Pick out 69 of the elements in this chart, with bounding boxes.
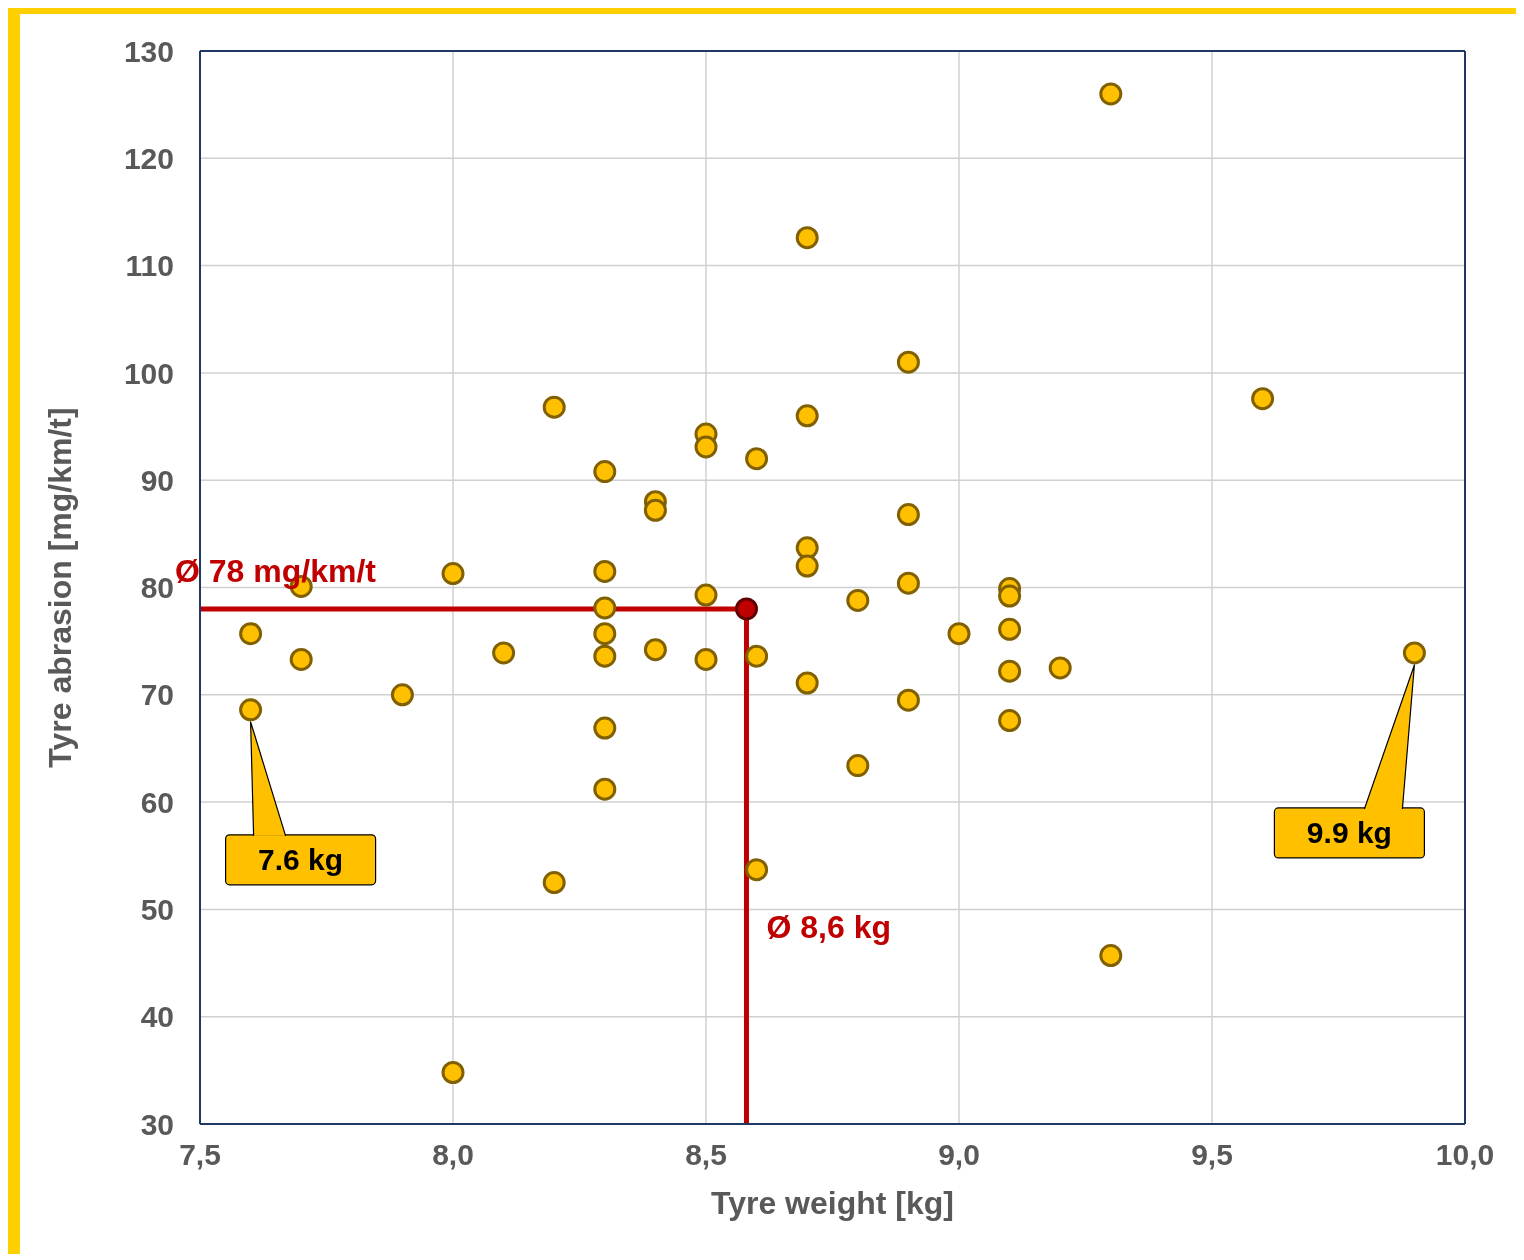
annotation: 9.9 kg [1306,815,1392,849]
point [441,1061,465,1084]
x-tick-label: 7,5 [179,1138,221,1172]
x-axis-title: Tyre weight [kg] [711,1185,954,1221]
point [998,709,1022,733]
point [643,498,667,522]
point [734,597,758,621]
x-tick-label: 8,5 [685,1138,727,1172]
y-tick-label: 70 [140,678,174,712]
point [896,688,920,712]
y-tick-label: 80 [140,571,174,605]
x-tick-label: 9,5 [1191,1138,1233,1172]
y-axis-title: Tyre abrasion [mg/km/t] [42,407,79,768]
point [694,583,718,607]
point [1251,387,1275,411]
y-tick-label: 60 [140,785,174,819]
point [239,698,263,722]
y-tick-label: 130 [123,34,174,68]
point [795,671,819,695]
point [998,617,1022,641]
y-tick-label: 40 [140,1000,174,1034]
point [593,777,617,801]
point [593,460,617,484]
point [1099,944,1123,968]
point [846,754,870,778]
point [492,641,516,665]
point [947,622,971,646]
point [896,571,920,595]
point [289,647,313,671]
point [998,659,1022,683]
point [542,871,566,895]
ref-line-label: Ø 8,6 kg [766,908,891,945]
point [239,622,263,646]
point [896,503,920,527]
x-tick-label: 8,0 [432,1138,474,1172]
point [745,858,769,882]
point [745,644,769,668]
point [390,683,414,707]
point [1402,641,1426,665]
y-tick-label: 120 [123,141,174,175]
y-tick-label: 110 [125,249,174,283]
y-tick-label: 100 [123,356,174,390]
ref-line-label: Ø 78 mg/km/t [175,552,377,589]
point [643,638,667,662]
annotation: 7.6 kg [258,842,344,876]
point [795,536,819,560]
point [694,435,718,459]
point [795,554,819,578]
point [998,584,1022,608]
point [1048,656,1072,680]
point [441,562,465,586]
point [896,350,920,374]
point [795,226,819,250]
point [694,647,718,671]
point [745,447,769,471]
x-tick-label: 10,0 [1435,1138,1495,1172]
point [593,622,617,646]
y-tick-label: 30 [140,1107,174,1141]
y-tick-label: 50 [140,893,174,927]
x-tick-label: 9,0 [938,1138,980,1172]
point [593,596,617,620]
point [542,395,566,419]
point [795,404,819,428]
y-tick-label: 90 [140,463,174,497]
point [593,644,617,668]
point [1099,82,1123,106]
point [593,559,617,583]
point [593,716,617,740]
point [846,588,870,612]
